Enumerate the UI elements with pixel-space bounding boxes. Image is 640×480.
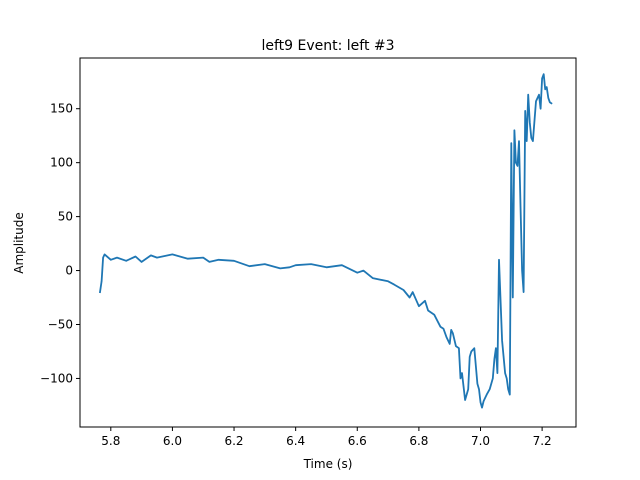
x-tick-label: 5.8 [101,434,120,448]
axes-frame [79,57,577,428]
x-axis-label: Time (s) [303,457,353,471]
y-axis-ticks: −100 −50 0 50 100 150 [40,102,80,385]
y-tick-label: 0 [65,264,73,278]
y-tick-label: −100 [40,371,73,385]
x-tick-label: 6.4 [286,434,305,448]
x-tick-label: 7.2 [533,434,552,448]
plot-area [98,73,553,409]
y-tick-label: 150 [50,102,73,116]
x-tick-label: 6.8 [409,434,428,448]
x-tick-label: 6.6 [348,434,367,448]
y-axis-label: Amplitude [12,212,26,274]
series-line [98,73,553,409]
y-tick-label: 50 [58,210,73,224]
x-tick-label: 6.0 [163,434,182,448]
y-tick-label: 100 [50,156,73,170]
x-tick-label: 6.2 [224,434,243,448]
x-tick-label: 7.0 [471,434,490,448]
x-axis-ticks: 5.8 6.0 6.2 6.4 6.6 6.8 7.0 7.2 [101,427,552,448]
chart-title: left9 Event: left #3 [261,38,394,54]
y-tick-label: −50 [48,318,73,332]
